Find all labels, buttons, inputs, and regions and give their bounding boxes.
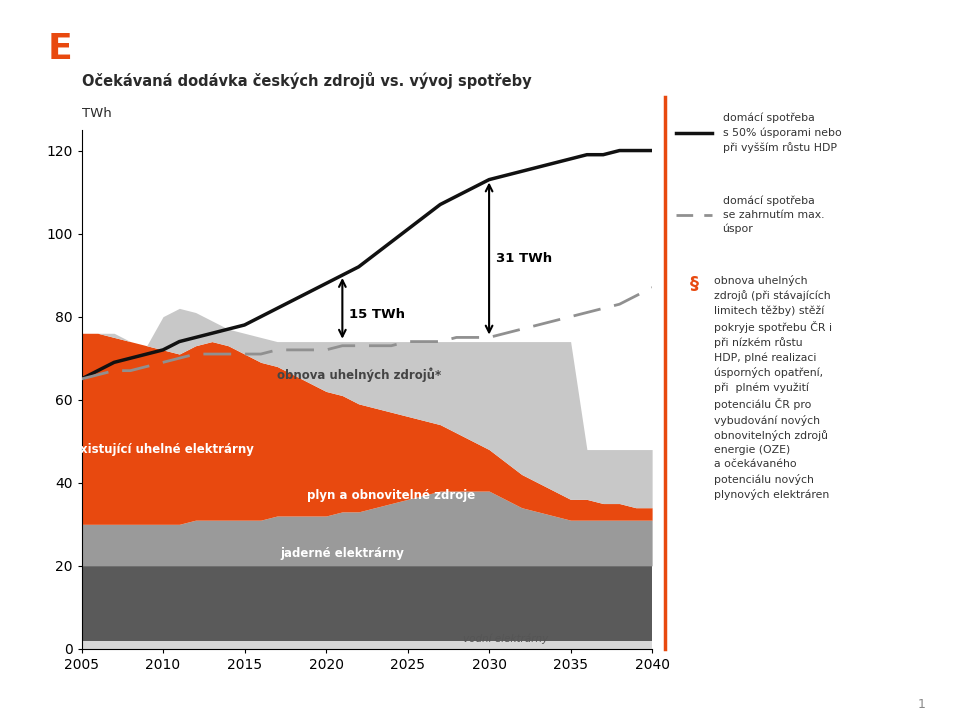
Text: obnova uhelných zdrojů*: obnova uhelných zdrojů* [276,368,441,382]
Text: 31 TWh: 31 TWh [496,252,551,265]
FancyBboxPatch shape [24,8,96,89]
Text: 1: 1 [918,698,925,711]
Text: domácí spotřeba
se zahrnutím max.
úspor: domácí spotřeba se zahrnutím max. úspor [722,196,824,234]
Text: existující uhelné elektrárny: existující uhelné elektrárny [72,443,254,456]
Text: jaderné elektrárny: jaderné elektrárny [280,547,405,560]
Text: §: § [690,275,699,293]
Text: E: E [48,32,73,66]
Text: domácí spotřeba
s 50% úsporami nebo
při vyšším růstu HDP: domácí spotřeba s 50% úsporami nebo při … [722,113,841,153]
Text: Vývoj výroby a spotřeby elektřiny v ČR: Vývoj výroby a spotřeby elektřiny v ČR [125,37,613,61]
Text: vodní elektrárny: vodní elektrárny [463,634,548,644]
Text: plyn a obnovitelné zdroje: plyn a obnovitelné zdroje [307,489,476,502]
Text: 15 TWh: 15 TWh [349,308,405,321]
Text: Očekávaná dodávka českých zdrojů vs. vývoj spotřeby: Očekávaná dodávka českých zdrojů vs. výv… [82,71,531,89]
Text: obnova uhelných
zdrojů (při stávajících
limitech těžby) stěží
pokryje spotřebu Č: obnova uhelných zdrojů (při stávajících … [714,275,832,500]
Text: TWh: TWh [82,107,111,120]
